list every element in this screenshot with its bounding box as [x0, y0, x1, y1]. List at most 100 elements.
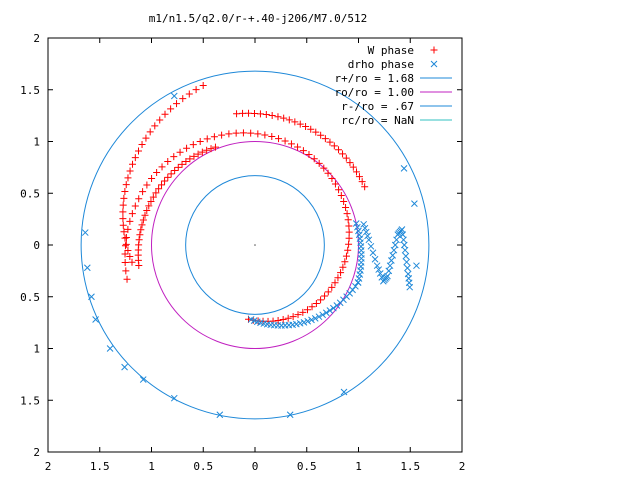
w-phase-point	[190, 152, 198, 160]
drho-phase-point	[296, 319, 304, 327]
w-phase-point	[358, 178, 366, 186]
w-phase-series	[119, 82, 369, 325]
w-phase-point	[120, 228, 128, 236]
w-phase-point	[279, 316, 287, 324]
drho-phase-point	[92, 316, 99, 323]
w-phase-point	[194, 150, 202, 158]
y-tick-label: 0.5	[20, 187, 40, 200]
w-phase-point	[339, 150, 347, 158]
w-phase-point	[254, 130, 262, 138]
y-tick-label: 1	[33, 136, 40, 149]
w-phase-point	[330, 142, 338, 150]
drho-phase-point	[354, 223, 361, 231]
drho-phase-point	[355, 227, 362, 235]
w-phase-point	[337, 269, 345, 277]
w-phase-point	[294, 143, 302, 151]
w-phase-point	[233, 110, 241, 118]
x-tick-label: 0.5	[193, 460, 213, 473]
w-phase-point	[137, 226, 145, 234]
w-phase-point	[344, 246, 352, 254]
w-phase-point	[122, 181, 130, 189]
w-phase-point	[171, 166, 179, 174]
drho-phase-point	[400, 165, 408, 172]
w-phase-point	[225, 130, 233, 138]
origin-dot	[254, 244, 256, 246]
w-phase-point	[312, 128, 320, 136]
drho-phase-point	[385, 267, 393, 275]
w-phase-point	[337, 192, 345, 200]
w-phase-point	[203, 135, 211, 143]
w-phase-point	[232, 129, 240, 137]
circle-r+ro	[80, 70, 430, 420]
origin-marker	[254, 244, 256, 246]
w-phase-point	[139, 216, 147, 224]
w-phase-point	[287, 140, 295, 148]
drho-phase-point	[139, 376, 147, 383]
w-phase-point	[126, 217, 134, 225]
w-phase-point	[308, 303, 316, 311]
w-phase-point	[310, 155, 318, 163]
w-phase-point	[119, 201, 127, 209]
w-phase-point	[151, 122, 159, 130]
w-phase-point	[122, 233, 130, 241]
drho-phase-point	[349, 286, 356, 294]
w-phase-point	[145, 202, 153, 210]
w-phase-point	[122, 240, 130, 248]
drho-phase-point	[367, 242, 375, 250]
legend-label: ro/ro = 1.00	[335, 86, 414, 99]
drho-phase-point	[170, 92, 178, 100]
w-phase-point	[174, 163, 182, 171]
drho-phase-point	[386, 262, 394, 270]
drho-phase-point	[390, 246, 398, 254]
legend-label: drho phase	[348, 58, 414, 71]
w-phase-point	[239, 109, 247, 117]
y-tick-label: 1.5	[20, 84, 40, 97]
w-phase-point	[126, 167, 134, 175]
drho-phase-point	[286, 411, 294, 419]
x-tick-label: 0.5	[297, 460, 317, 473]
w-phase-point	[312, 299, 320, 307]
w-phase-point	[344, 216, 352, 224]
w-phase-point	[179, 95, 187, 103]
w-phase-point	[198, 148, 206, 156]
w-phase-point	[120, 194, 128, 202]
w-phase-point	[335, 146, 343, 154]
w-phase-point	[294, 311, 302, 319]
legend-label: rc/ro = NaN	[341, 114, 414, 127]
w-phase-point	[164, 158, 172, 166]
y-tick-label: 2	[33, 446, 40, 459]
w-phase-point	[307, 125, 315, 133]
w-phase-point	[317, 296, 325, 304]
w-phase-point	[302, 123, 310, 131]
drho-phase-point	[88, 293, 95, 301]
w-phase-point	[196, 138, 204, 146]
chart-title: m1/n1.5/q2.0/r-+.40-j206/M7.0/512	[149, 12, 368, 25]
drho-phase-point	[354, 279, 362, 286]
w-phase-point	[158, 181, 166, 189]
w-phase-point	[326, 138, 334, 146]
w-phase-point	[173, 100, 181, 108]
drho-phase-point	[413, 262, 420, 270]
w-phase-point	[161, 177, 169, 185]
w-phase-point	[289, 313, 297, 321]
w-phase-point	[353, 168, 361, 176]
w-phase-point	[280, 114, 288, 122]
drho-phase-point	[352, 220, 360, 227]
w-phase-point	[135, 195, 143, 203]
drho-phase-point	[403, 258, 410, 266]
w-phase-point	[291, 118, 299, 126]
w-phase-point	[299, 308, 307, 316]
w-phase-point	[124, 247, 132, 255]
w-phase-point	[328, 283, 336, 291]
drho-phase-point	[340, 388, 348, 396]
w-phase-point	[170, 153, 178, 161]
circle-r-ro	[185, 175, 325, 315]
w-phase-point	[138, 221, 146, 229]
w-phase-point	[247, 129, 255, 137]
drho-phase-point	[304, 317, 312, 325]
drho-phase-point	[376, 270, 384, 277]
w-phase-point	[128, 210, 136, 218]
w-phase-point	[143, 207, 151, 215]
w-phase-point	[129, 160, 137, 168]
